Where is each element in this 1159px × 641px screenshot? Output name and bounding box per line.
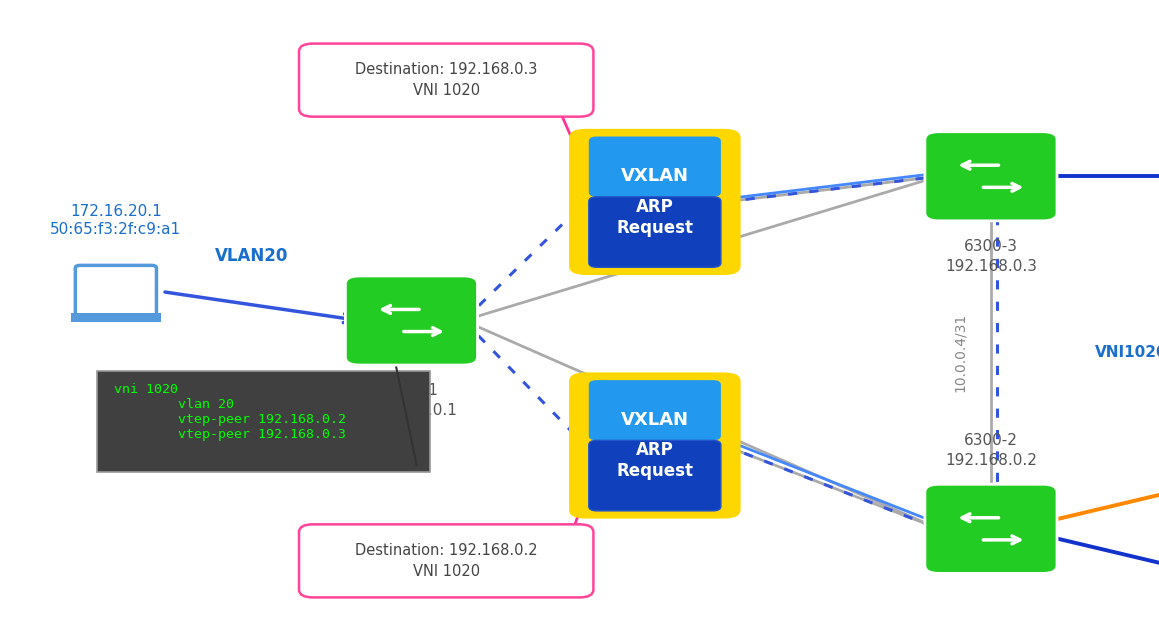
FancyBboxPatch shape xyxy=(97,371,430,472)
FancyBboxPatch shape xyxy=(589,137,721,197)
Text: Destination: 192.168.0.2
VNI 1020: Destination: 192.168.0.2 VNI 1020 xyxy=(355,543,538,579)
Text: 10.0.0.4/31: 10.0.0.4/31 xyxy=(953,313,967,392)
Text: VXLAN: VXLAN xyxy=(621,411,688,429)
Text: VLAN20: VLAN20 xyxy=(216,247,289,265)
Bar xyxy=(71,313,161,322)
FancyBboxPatch shape xyxy=(299,524,593,597)
Text: Destination: 192.168.0.3
VNI 1020: Destination: 192.168.0.3 VNI 1020 xyxy=(355,62,538,98)
FancyBboxPatch shape xyxy=(299,44,593,117)
FancyBboxPatch shape xyxy=(569,129,741,275)
FancyBboxPatch shape xyxy=(589,380,721,440)
Text: vni 1020
        vlan 20
        vtep-peer 192.168.0.2
        vtep-peer 192.168: vni 1020 vlan 20 vtep-peer 192.168.0.2 v… xyxy=(114,383,345,441)
FancyBboxPatch shape xyxy=(569,372,741,519)
FancyBboxPatch shape xyxy=(925,485,1057,573)
Text: VXLAN: VXLAN xyxy=(621,167,688,185)
FancyBboxPatch shape xyxy=(589,197,721,267)
Text: VNI1020: VNI1020 xyxy=(1095,345,1159,360)
Text: ARP
Request: ARP Request xyxy=(617,198,693,237)
Text: 172.16.20.1
50:65:f3:2f:c9:a1: 172.16.20.1 50:65:f3:2f:c9:a1 xyxy=(50,204,182,237)
Text: 6300-2
192.168.0.2: 6300-2 192.168.0.2 xyxy=(945,433,1037,468)
Text: ARP
Request: ARP Request xyxy=(617,442,693,480)
FancyBboxPatch shape xyxy=(589,440,721,511)
FancyBboxPatch shape xyxy=(925,132,1057,221)
Text: 6300-1
192.168.0.1: 6300-1 192.168.0.1 xyxy=(365,383,458,418)
Text: 6300-3
192.168.0.3: 6300-3 192.168.0.3 xyxy=(945,239,1037,274)
FancyBboxPatch shape xyxy=(345,276,478,365)
